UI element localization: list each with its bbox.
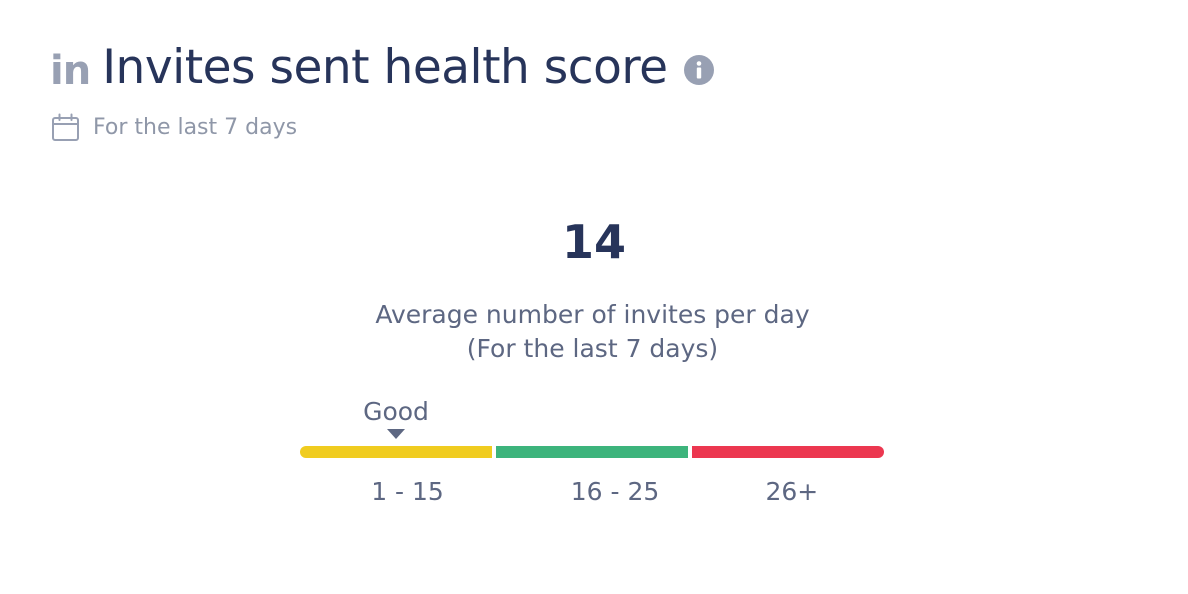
status-label: Good <box>363 397 429 426</box>
linkedin-icon: in <box>50 47 91 94</box>
page-title: Invites sent health score <box>102 40 668 95</box>
marker-arrow-icon <box>387 429 405 439</box>
gauge-range-label: 26+ <box>765 477 819 506</box>
metric-caption: Average number of invites per day (For t… <box>0 298 1185 366</box>
gauge-range-label: 1 - 15 <box>371 477 444 506</box>
gauge-segment <box>692 446 884 458</box>
card-header: in Invites sent health score <box>50 44 714 91</box>
gauge-range-labels: 1 - 15 16 - 25 26+ <box>300 475 884 509</box>
metric-caption-line-2: (For the last 7 days) <box>466 334 719 363</box>
calendar-icon <box>52 113 79 141</box>
metric-value: 14 <box>561 215 626 269</box>
health-gauge: Good 1 - 15 16 - 25 26+ <box>300 395 884 515</box>
info-icon[interactable] <box>683 54 714 85</box>
gauge-bar <box>300 446 884 458</box>
gauge-segment <box>496 446 688 458</box>
period-row: For the last 7 days <box>51 113 297 142</box>
metric-caption-line-1: Average number of invites per day <box>375 300 810 329</box>
period-label: For the last 7 days <box>93 115 298 140</box>
gauge-marker: Good <box>336 395 456 439</box>
gauge-segment <box>300 446 492 458</box>
gauge-range-label: 16 - 25 <box>570 477 660 506</box>
